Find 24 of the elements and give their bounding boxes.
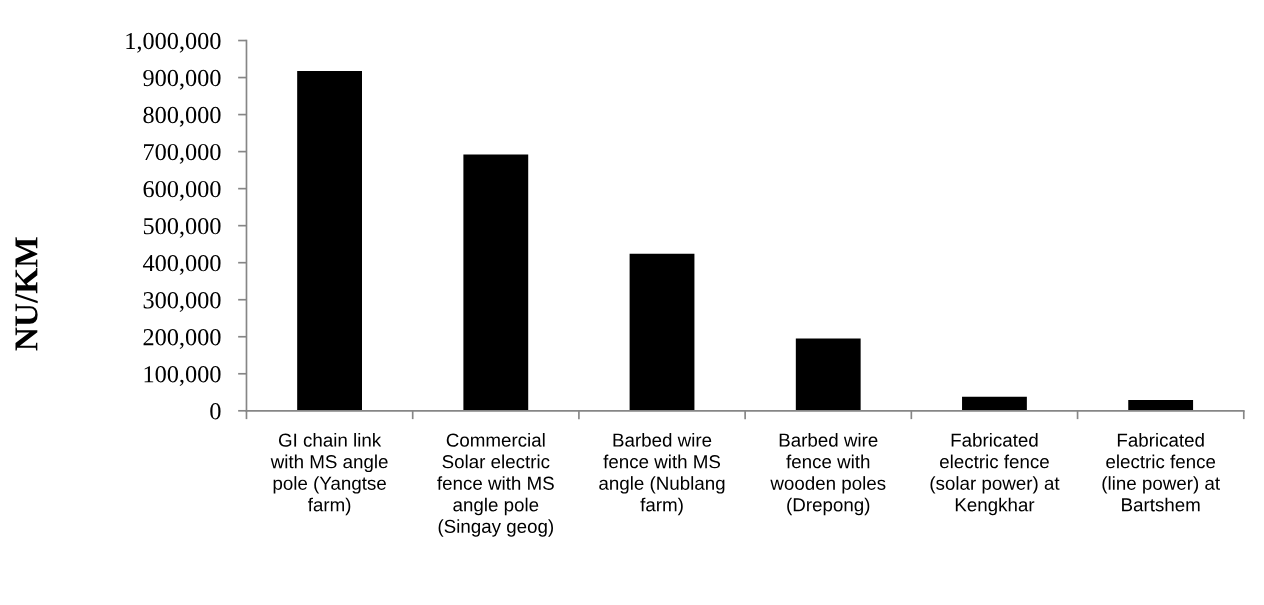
y-tick-label: 700,000 bbox=[144, 143, 221, 164]
y-tick-label: 300,000 bbox=[143, 291, 221, 312]
bar bbox=[297, 70, 362, 411]
bar bbox=[463, 154, 529, 411]
y-tick-label: 200,000 bbox=[143, 329, 221, 349]
y-tick-label: 100,000 bbox=[144, 366, 221, 386]
y-tick-label: 900,000 bbox=[143, 69, 221, 90]
x-tick-label: Fabricated electric fence (solar power) at Kengkhar bbox=[930, 433, 1060, 516]
y-tick-label: 1,000,000 bbox=[126, 32, 221, 53]
x-tick-label: Barbed wire fence with MS angle (Nublang farm) bbox=[599, 433, 725, 516]
y-tick-label: 800,000 bbox=[143, 106, 221, 127]
y-tick-label: 600,000 bbox=[143, 180, 221, 201]
x-tick-label: Fabricated electric fence (line power) at Bartshem bbox=[1102, 433, 1220, 512]
y-axis-title: NU/KM bbox=[15, 237, 38, 351]
x-tick-label: Commercial Solar electric fence with MS angle pole (Singay geog) bbox=[437, 433, 554, 537]
bar bbox=[795, 338, 861, 411]
y-tick-label: 0 bbox=[210, 403, 221, 420]
y-tick-label: 500,000 bbox=[143, 217, 221, 238]
bar bbox=[629, 253, 695, 411]
bar bbox=[962, 396, 1027, 411]
x-tick-label: GI chain link with MS angle pole (Yangtse farm) bbox=[270, 433, 388, 516]
x-tick-label: Barbed wire fence with wooden poles (Drepong) bbox=[770, 433, 886, 516]
y-tick-label: 400,000 bbox=[142, 254, 221, 275]
bar bbox=[1128, 400, 1194, 411]
